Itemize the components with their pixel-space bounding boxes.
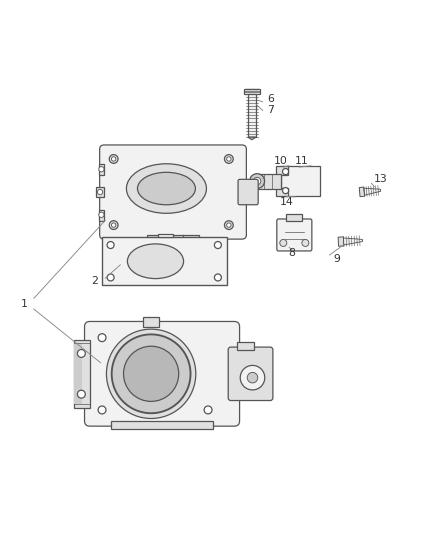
Bar [102,237,226,285]
Bar [237,342,254,350]
Circle shape [98,334,106,342]
Polygon shape [99,209,104,221]
Circle shape [107,241,114,248]
Text: 10: 10 [274,156,288,166]
Bar [286,214,302,221]
FancyBboxPatch shape [228,347,273,400]
Text: 6: 6 [267,94,274,104]
Circle shape [204,406,212,414]
Text: 7: 7 [267,104,274,115]
Circle shape [250,174,265,189]
Circle shape [280,239,287,246]
Text: 13: 13 [373,174,387,184]
Ellipse shape [127,244,184,279]
Bar [257,174,281,189]
Circle shape [78,350,85,358]
Polygon shape [343,238,363,245]
Circle shape [224,155,233,163]
Polygon shape [96,187,104,197]
FancyBboxPatch shape [238,179,258,205]
Polygon shape [338,237,344,246]
Bar [163,235,183,241]
Circle shape [227,157,231,161]
Circle shape [214,241,221,248]
Text: 8: 8 [288,248,295,259]
Circle shape [214,274,221,281]
Circle shape [111,157,116,161]
Bar [74,340,90,408]
Text: 1: 1 [21,298,28,309]
Circle shape [302,239,309,246]
Circle shape [99,167,104,172]
Circle shape [99,212,104,217]
Circle shape [97,189,102,195]
Ellipse shape [138,172,195,205]
Bar [143,317,159,327]
Circle shape [110,221,118,230]
Bar [248,94,256,137]
Text: 11: 11 [294,156,308,166]
Circle shape [240,366,265,390]
Polygon shape [248,137,256,140]
FancyBboxPatch shape [100,145,246,239]
Circle shape [111,223,116,227]
Polygon shape [281,166,320,196]
Circle shape [78,390,85,398]
Ellipse shape [127,164,206,213]
Circle shape [110,155,118,163]
Circle shape [224,221,233,230]
Circle shape [107,274,114,281]
Polygon shape [364,188,381,195]
Polygon shape [99,164,104,174]
Circle shape [98,406,106,414]
Bar [74,343,82,405]
Bar [276,188,287,196]
Bar [276,166,287,174]
Bar [111,421,213,429]
Circle shape [227,223,231,227]
Text: 2: 2 [91,276,98,286]
FancyBboxPatch shape [244,89,260,94]
Circle shape [112,334,191,413]
Polygon shape [158,233,173,237]
Circle shape [247,373,258,383]
Circle shape [106,329,196,418]
Text: 9: 9 [334,254,341,264]
Bar [147,235,164,243]
Circle shape [283,168,289,175]
Polygon shape [359,187,365,197]
Text: 14: 14 [280,197,294,207]
FancyBboxPatch shape [85,321,240,426]
Circle shape [253,177,261,185]
Bar [182,235,199,243]
Circle shape [283,188,289,193]
Circle shape [124,346,179,401]
FancyBboxPatch shape [277,219,312,251]
